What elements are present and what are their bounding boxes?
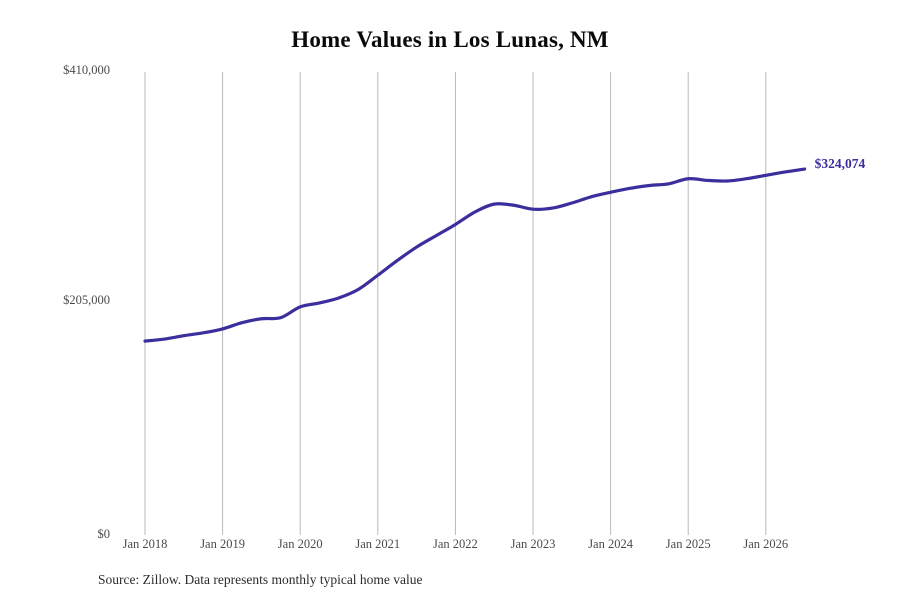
- x-axis-tick-jan-2022: Jan 2022: [432, 537, 478, 551]
- x-axis-tick-jan-2020: Jan 2020: [277, 537, 323, 551]
- x-axis-tick-jan-2018: Jan 2018: [122, 537, 168, 551]
- chart-title: Home Values in Los Lunas, NM: [291, 27, 609, 52]
- x-axis-tick-jan-2019: Jan 2019: [200, 537, 245, 551]
- home-value-line: [143, 167, 807, 343]
- source-note: Source: Zillow. Data represents monthly …: [98, 572, 423, 587]
- x-axis-tick-jan-2023: Jan 2023: [510, 537, 556, 551]
- x-axis-tick-jan-2026: Jan 2026: [743, 537, 789, 551]
- y-axis-tick-mid: $205,000: [63, 293, 110, 307]
- x-axis-tick-jan-2024: Jan 2024: [588, 537, 633, 551]
- x-axis-tick-jan-2021: Jan 2021: [355, 537, 401, 551]
- x-axis-tick-jan-2025: Jan 2025: [665, 537, 711, 551]
- y-axis-tick-top: $410,000: [63, 63, 110, 77]
- end-value-label: $324,074: [814, 156, 866, 172]
- y-axis-tick-zero: $0: [97, 527, 111, 541]
- x-gridlines: [144, 72, 767, 535]
